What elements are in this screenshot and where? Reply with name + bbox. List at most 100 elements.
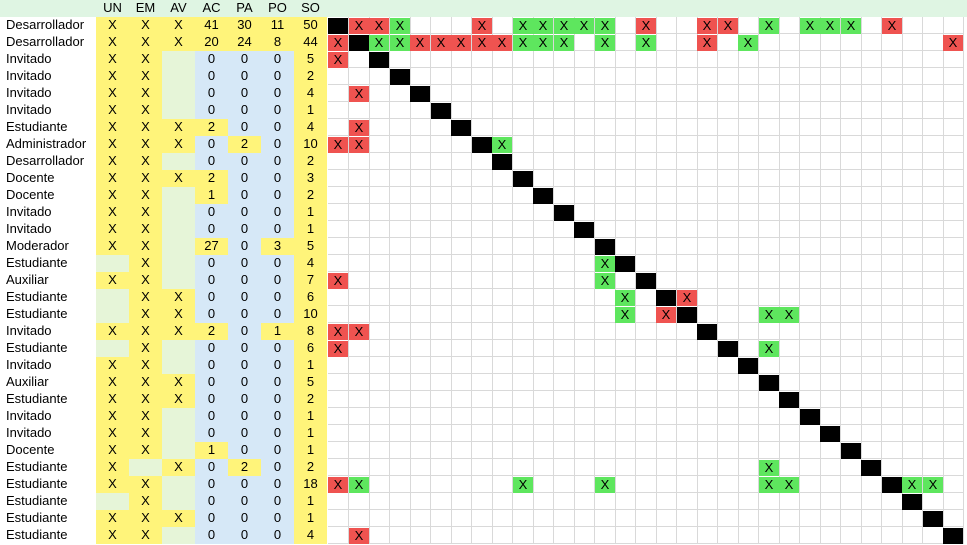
matrix-cell[interactable] <box>328 255 349 272</box>
matrix-cell[interactable] <box>431 391 452 408</box>
matrix-cell[interactable] <box>943 255 964 272</box>
matrix-cell[interactable] <box>677 357 698 374</box>
matrix-cell[interactable] <box>615 459 636 476</box>
matrix-cell[interactable] <box>369 425 390 442</box>
matrix-cell[interactable] <box>861 136 882 153</box>
matrix-cell[interactable] <box>513 102 534 119</box>
cell-em[interactable]: X <box>129 425 162 442</box>
cell-em[interactable]: X <box>129 289 162 306</box>
cell-so[interactable]: 1 <box>294 357 327 374</box>
green-mark[interactable]: X <box>595 35 615 51</box>
matrix-cell[interactable] <box>841 238 862 255</box>
matrix-cell[interactable] <box>369 459 390 476</box>
matrix-cell[interactable] <box>328 357 349 374</box>
cell-po[interactable]: 0 <box>261 527 294 544</box>
matrix-cell[interactable] <box>595 391 616 408</box>
cell-em[interactable]: X <box>129 272 162 289</box>
matrix-cell[interactable] <box>369 408 390 425</box>
matrix-cell[interactable] <box>615 187 636 204</box>
red-mark[interactable]: X <box>697 18 717 34</box>
matrix-cell[interactable] <box>410 357 431 374</box>
matrix-cell[interactable] <box>574 493 595 510</box>
matrix-cell[interactable] <box>677 374 698 391</box>
matrix-cell[interactable] <box>656 119 677 136</box>
matrix-cell[interactable] <box>431 510 452 527</box>
red-mark[interactable]: X <box>328 324 348 340</box>
matrix-cell[interactable] <box>738 204 759 221</box>
matrix-cell[interactable] <box>759 272 780 289</box>
matrix-cell[interactable] <box>841 289 862 306</box>
matrix-cell[interactable] <box>861 289 882 306</box>
matrix-cell[interactable] <box>841 221 862 238</box>
matrix-cell[interactable] <box>369 476 390 493</box>
red-mark[interactable]: X <box>328 52 348 68</box>
matrix-cell[interactable] <box>410 136 431 153</box>
cell-av[interactable] <box>162 255 195 272</box>
matrix-cell[interactable] <box>882 85 903 102</box>
matrix-cell[interactable] <box>369 306 390 323</box>
cell-so[interactable]: 6 <box>294 340 327 357</box>
matrix-cell[interactable] <box>738 272 759 289</box>
matrix-cell[interactable] <box>943 340 964 357</box>
green-mark[interactable]: X <box>759 341 779 357</box>
cell-un[interactable] <box>96 306 129 323</box>
cell-po[interactable]: 0 <box>261 425 294 442</box>
matrix-cell[interactable] <box>902 136 923 153</box>
matrix-cell[interactable] <box>472 187 493 204</box>
matrix-cell[interactable] <box>615 119 636 136</box>
matrix-cell[interactable] <box>923 153 944 170</box>
matrix-cell[interactable] <box>431 238 452 255</box>
matrix-cell[interactable] <box>451 85 472 102</box>
cell-po[interactable]: 8 <box>261 34 294 51</box>
cell-av[interactable] <box>162 153 195 170</box>
green-mark[interactable]: X <box>513 35 533 51</box>
matrix-cell[interactable] <box>902 119 923 136</box>
cell-em[interactable]: X <box>129 221 162 238</box>
cell-so[interactable]: 5 <box>294 374 327 391</box>
matrix-cell[interactable] <box>656 170 677 187</box>
matrix-cell[interactable] <box>636 493 657 510</box>
matrix-cell[interactable] <box>533 391 554 408</box>
matrix-cell[interactable] <box>718 476 739 493</box>
matrix-cell[interactable] <box>328 68 349 85</box>
green-mark[interactable]: X <box>492 137 512 153</box>
matrix-cell[interactable] <box>574 425 595 442</box>
matrix-cell[interactable] <box>820 357 841 374</box>
matrix-cell[interactable] <box>492 221 513 238</box>
matrix-cell[interactable] <box>738 323 759 340</box>
cell-pa[interactable]: 0 <box>228 476 261 493</box>
matrix-cell[interactable] <box>451 204 472 221</box>
matrix-cell[interactable] <box>328 510 349 527</box>
matrix-cell[interactable] <box>492 289 513 306</box>
matrix-cell[interactable] <box>800 425 821 442</box>
cell-av[interactable]: X <box>162 510 195 527</box>
cell-un[interactable]: X <box>96 153 129 170</box>
cell-pa[interactable]: 0 <box>228 527 261 544</box>
matrix-cell[interactable] <box>779 442 800 459</box>
matrix-cell[interactable] <box>656 425 677 442</box>
matrix-cell[interactable] <box>472 493 493 510</box>
matrix-cell[interactable] <box>718 204 739 221</box>
matrix-cell[interactable] <box>902 459 923 476</box>
matrix-cell[interactable] <box>472 289 493 306</box>
matrix-cell[interactable] <box>472 51 493 68</box>
cell-em[interactable]: X <box>129 68 162 85</box>
matrix-cell[interactable] <box>472 527 493 544</box>
cell-em[interactable]: X <box>129 170 162 187</box>
matrix-cell[interactable] <box>718 68 739 85</box>
green-mark[interactable]: X <box>390 35 410 51</box>
matrix-cell[interactable] <box>472 221 493 238</box>
green-mark[interactable]: X <box>533 18 553 34</box>
cell-po[interactable]: 0 <box>261 119 294 136</box>
matrix-cell[interactable] <box>472 306 493 323</box>
matrix-cell[interactable] <box>574 136 595 153</box>
matrix-cell[interactable] <box>636 476 657 493</box>
green-mark[interactable]: X <box>574 18 594 34</box>
matrix-cell[interactable] <box>923 527 944 544</box>
matrix-cell[interactable] <box>656 34 677 51</box>
matrix-cell[interactable] <box>554 119 575 136</box>
matrix-cell[interactable] <box>492 68 513 85</box>
red-mark[interactable]: X <box>369 18 389 34</box>
matrix-cell[interactable] <box>533 289 554 306</box>
red-mark[interactable]: X <box>349 18 369 34</box>
